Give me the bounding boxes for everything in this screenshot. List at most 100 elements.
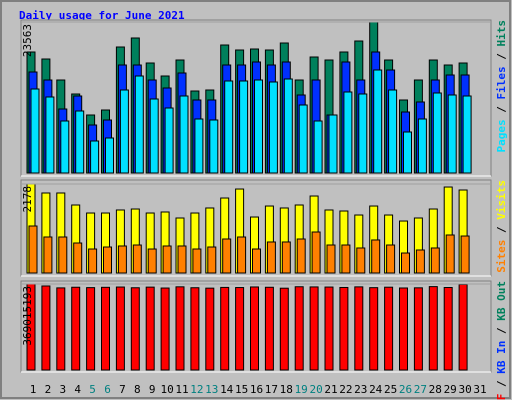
bar [90, 140, 100, 174]
x-tick-label: 6 [104, 383, 111, 396]
bar [283, 78, 293, 174]
bar [220, 286, 230, 371]
x-tick-label: 2 [45, 383, 52, 396]
y-tick-label: 369015193 [21, 286, 34, 346]
x-tick-label: 28 [429, 383, 442, 396]
bar [115, 286, 125, 371]
x-tick-label: 11 [175, 383, 188, 396]
bar [341, 244, 351, 274]
legend-item: Files [495, 66, 508, 99]
bar [279, 287, 289, 371]
bar [399, 287, 408, 371]
chart-title: Daily usage for June 2021 [19, 9, 185, 22]
legend-item: Pages [495, 119, 508, 152]
x-tick-label: 8 [134, 383, 141, 396]
bar [205, 287, 215, 371]
legend-separator: / [495, 100, 508, 120]
bar [309, 286, 319, 371]
legend: KB F / KB In / KB Out [495, 281, 508, 400]
bar [43, 236, 53, 274]
bar [175, 286, 185, 371]
bar [445, 234, 455, 274]
legend-item: KB Out [495, 281, 508, 321]
bar [371, 239, 381, 274]
bar [179, 95, 189, 174]
x-tick-label: 15 [235, 383, 248, 396]
bar [103, 246, 112, 274]
x-tick-label: 14 [220, 383, 234, 396]
x-tick-label: 4 [74, 383, 81, 396]
bar [443, 286, 453, 371]
x-tick-label: 13 [205, 383, 218, 396]
x-tick-label: 20 [309, 383, 322, 396]
bar [224, 80, 234, 174]
bar [41, 285, 51, 371]
bar [28, 225, 38, 274]
bar [58, 236, 68, 274]
bar [281, 241, 291, 274]
bar [145, 286, 155, 371]
legend: Pages / Files / Hits [495, 20, 508, 153]
x-tick-label: 29 [444, 383, 457, 396]
bar [458, 283, 468, 371]
x-tick-label: 21 [324, 383, 337, 396]
bar [313, 120, 323, 174]
bar [401, 252, 410, 274]
bar [343, 91, 353, 174]
x-tick-label: 23 [354, 383, 367, 396]
bar [86, 287, 96, 371]
bar [160, 287, 170, 371]
legend: Sites / Visits [495, 180, 508, 273]
bar [194, 118, 204, 174]
bar [354, 286, 364, 371]
bar [428, 286, 438, 371]
bar [328, 114, 338, 174]
bar [369, 287, 379, 371]
bar [132, 244, 142, 274]
bar [164, 107, 174, 174]
x-tick-label: 5 [89, 383, 96, 396]
bar [130, 287, 140, 371]
x-tick-label: 7 [119, 383, 126, 396]
x-tick-label: 25 [384, 383, 397, 396]
bar [268, 81, 278, 174]
bar [252, 248, 261, 274]
x-tick-label: 9 [149, 383, 156, 396]
bar [117, 245, 127, 274]
bar [56, 287, 66, 371]
bar [430, 247, 440, 274]
bar [415, 249, 425, 274]
bar [134, 75, 144, 174]
bar [149, 98, 159, 174]
bar [239, 80, 249, 174]
bar [250, 286, 259, 371]
bar [222, 238, 232, 274]
x-tick-label: 22 [339, 383, 352, 396]
legend-item: KB F [495, 394, 508, 400]
bar [45, 96, 55, 174]
bar [324, 286, 334, 371]
bar [88, 248, 98, 274]
bar [60, 120, 70, 174]
bar [388, 89, 398, 174]
bar [460, 235, 470, 274]
x-tick-label: 27 [414, 383, 427, 396]
x-tick-label: 30 [458, 383, 471, 396]
bar [403, 131, 412, 174]
x-tick-label: 31 [473, 383, 486, 396]
bar [373, 69, 383, 174]
bar [417, 118, 427, 174]
legend-separator: / [495, 374, 508, 394]
bar [294, 286, 304, 371]
bar [71, 286, 81, 371]
x-tick-label: 24 [369, 383, 383, 396]
bar [356, 247, 366, 274]
bar [75, 110, 85, 174]
bar [207, 246, 217, 274]
bar [311, 231, 321, 274]
legend-item: Hits [495, 20, 508, 47]
bar [413, 287, 423, 371]
bar [358, 93, 368, 174]
bar [119, 89, 129, 174]
bar [462, 95, 472, 174]
